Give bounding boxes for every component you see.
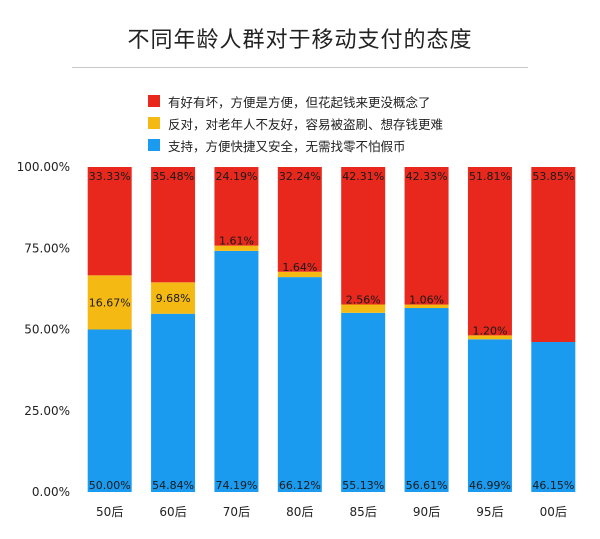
data-label: 1.20%	[472, 324, 507, 337]
bar-segment	[151, 282, 196, 314]
x-tick-label: 70后	[223, 505, 250, 519]
bar-segment	[531, 342, 576, 492]
data-label: 46.99%	[469, 479, 511, 492]
bar-segment	[151, 167, 196, 283]
bar-segment	[404, 167, 449, 305]
legend-label-support: 支持，方便快捷又安全，无需找零不怕假币	[168, 138, 406, 154]
bar-segment	[87, 275, 132, 330]
legend-item-mixed: 有好有坏，方便是方便，但花起钱来更没概念了	[148, 90, 443, 112]
data-label: 32.24%	[279, 170, 321, 183]
title-divider	[72, 67, 528, 68]
data-label: 50.00%	[89, 479, 131, 492]
data-label: 1.64%	[282, 261, 317, 274]
x-tick-label: 85后	[350, 505, 377, 519]
data-label: 66.12%	[279, 479, 321, 492]
bar-segment	[87, 329, 132, 492]
data-label: 46.15%	[532, 479, 574, 492]
bar-segment	[341, 167, 386, 305]
data-label: 24.19%	[215, 170, 257, 183]
y-tick-label: 25.00%	[24, 404, 70, 418]
data-label: 33.33%	[89, 170, 131, 183]
legend-item-support: 支持，方便快捷又安全，无需找零不怕假币	[148, 134, 443, 156]
data-label: 42.33%	[406, 170, 448, 183]
bar-segment	[341, 304, 386, 313]
legend-swatch-oppose	[148, 117, 160, 129]
bar-segment	[404, 304, 449, 309]
data-label: 74.19%	[215, 479, 257, 492]
legend-label-oppose: 反对，对老年人不友好，容易被盗刷、想存钱更难	[168, 116, 444, 132]
y-tick-label: 75.00%	[24, 241, 70, 255]
x-tick-label: 60后	[159, 505, 186, 519]
bar-segment	[214, 250, 259, 492]
legend-swatch-mixed	[148, 95, 160, 107]
x-tick-label: 95后	[476, 505, 503, 519]
data-label: 2.56%	[346, 294, 381, 307]
data-label: 42.31%	[342, 170, 384, 183]
y-tick-label: 50.00%	[24, 323, 70, 337]
y-tick-label: 0.00%	[32, 485, 70, 499]
bar-segment	[277, 271, 322, 278]
bar-segment	[87, 167, 132, 276]
legend-label-mixed: 有好有坏，方便是方便，但花起钱来更没概念了	[168, 94, 431, 110]
bar-segment	[214, 167, 259, 246]
bar-segment	[531, 167, 576, 343]
x-tick-label: 80后	[286, 505, 313, 519]
data-label: 54.84%	[152, 479, 194, 492]
x-tick-label: 50后	[96, 505, 123, 519]
bar-segment	[277, 167, 322, 272]
bar-segment	[467, 167, 512, 336]
data-label: 51.81%	[469, 170, 511, 183]
bar-segment	[214, 245, 259, 251]
data-label: 1.61%	[219, 235, 254, 248]
bar-segment	[404, 308, 449, 492]
bar-segment	[341, 312, 386, 492]
data-label: 35.48%	[152, 170, 194, 183]
data-label: 56.61%	[406, 479, 448, 492]
data-label: 1.06%	[409, 294, 444, 307]
x-tick-label: 00后	[540, 505, 567, 519]
legend-item-oppose: 反对，对老年人不友好，容易被盗刷、想存钱更难	[148, 112, 443, 134]
chart-title: 不同年龄人群对于移动支付的态度	[127, 28, 473, 53]
data-label: 9.68%	[156, 292, 191, 305]
data-label: 16.67%	[89, 296, 131, 309]
bar-segment	[277, 277, 322, 492]
legend-swatch-support	[148, 139, 160, 151]
bar-segment	[467, 339, 512, 492]
legend: 有好有坏，方便是方便，但花起钱来更没概念了 反对，对老年人不友好，容易被盗刷、想…	[148, 90, 443, 156]
bar-segment	[151, 313, 196, 492]
bar-segment	[467, 335, 512, 340]
x-tick-label: 90后	[413, 505, 440, 519]
y-tick-label: 100.00%	[17, 160, 70, 174]
data-label: 55.13%	[342, 479, 384, 492]
data-label: 53.85%	[532, 170, 574, 183]
